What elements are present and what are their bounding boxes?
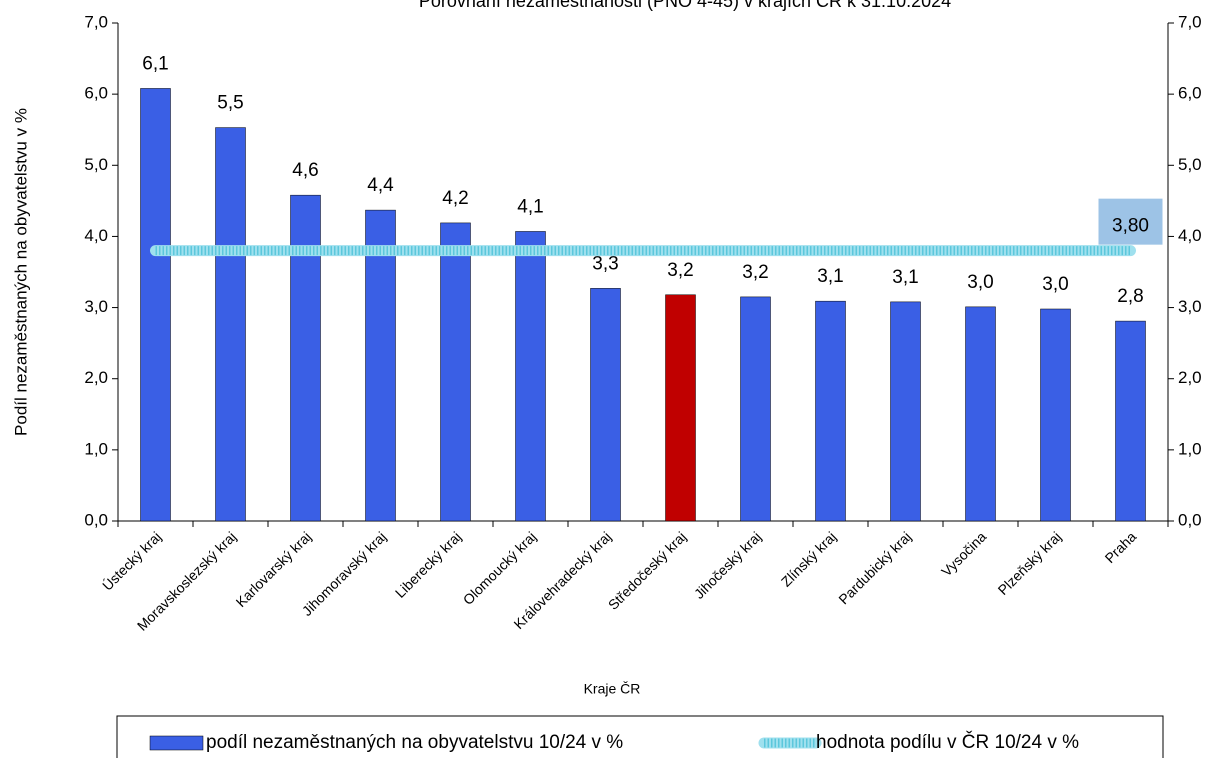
x-axis-title: Kraje ČR	[584, 681, 641, 697]
x-tick-label: Karlovarský kraj	[233, 528, 315, 610]
x-tick-label: Vysočina	[938, 528, 989, 579]
x-tick-label: Jihočeský kraj	[691, 528, 764, 601]
x-tick-label: Plzeňský kraj	[995, 528, 1065, 598]
data-label: 4,1	[517, 196, 543, 217]
y2-tick-label: 7,0	[1178, 12, 1202, 31]
bar	[740, 296, 771, 522]
y-axis-title: Podíl nezaměstnaných na obyvatelstvu v %	[11, 108, 30, 436]
data-label-box	[1098, 198, 1163, 245]
legend-box	[116, 715, 1164, 758]
data-label: 4,2	[442, 188, 468, 209]
bar	[515, 231, 546, 522]
y-tick-label: 7,0	[84, 12, 108, 31]
x-tick-label: Středočeský kraj	[605, 528, 689, 612]
y2-tick-label: 3,0	[1178, 297, 1202, 316]
y2-tick-label: 5,0	[1178, 155, 1202, 174]
bar	[965, 306, 996, 522]
x-tick-label: Jihomoravský kraj	[299, 528, 390, 619]
x-tick-label: Praha	[1102, 528, 1140, 566]
bar	[1115, 320, 1146, 522]
bar	[215, 127, 246, 522]
data-label: 3,2	[742, 262, 768, 283]
bar	[140, 88, 171, 522]
data-label: 3,2	[667, 260, 693, 281]
data-label: 3,1	[817, 266, 843, 287]
x-tick-label: Ústecký kraj	[99, 528, 164, 593]
y2-tick-label: 4,0	[1178, 226, 1202, 245]
x-tick-label: Olomoucký kraj	[460, 528, 540, 608]
data-label: 3,3	[592, 253, 618, 274]
data-label: 4,4	[367, 175, 394, 196]
bar	[440, 222, 471, 522]
bar	[290, 194, 321, 522]
chart-title: Porovnání nezaměstnanosti (PNO 4-45) v k…	[419, 0, 951, 11]
bar	[890, 301, 921, 522]
data-label: 3,0	[1042, 274, 1068, 295]
legend-label: hodnota podílu v ČR 10/24 v %	[816, 731, 1079, 753]
legend-label: podíl nezaměstnaných na obyvatelstvu 10/…	[206, 732, 623, 753]
data-label: 3,0	[967, 272, 993, 293]
y2-tick-label: 6,0	[1178, 84, 1202, 103]
data-label: 3,80	[1112, 216, 1149, 237]
y-tick-label: 4,0	[84, 226, 108, 245]
y-tick-label: 1,0	[84, 439, 108, 458]
bar	[365, 209, 396, 522]
y-tick-label: 2,0	[84, 368, 108, 387]
bar	[815, 300, 846, 522]
data-label: 3,1	[892, 267, 918, 288]
y2-tick-label: 0,0	[1178, 510, 1202, 529]
y-tick-label: 3,0	[84, 297, 108, 316]
y2-tick-label: 2,0	[1178, 368, 1202, 387]
x-tick-label: Liberecký kraj	[392, 528, 464, 600]
y-tick-label: 0,0	[84, 510, 108, 529]
x-tick-label: Pardubický kraj	[835, 528, 914, 607]
y-tick-label: 6,0	[84, 84, 108, 103]
bar	[1040, 308, 1071, 522]
data-label: 6,1	[142, 53, 168, 74]
data-label: 2,8	[1117, 286, 1143, 307]
bar	[665, 294, 696, 522]
bar	[590, 288, 621, 522]
legend-swatch	[149, 735, 204, 751]
x-tick-label: Zlínský kraj	[778, 528, 839, 589]
data-label: 4,6	[292, 160, 318, 181]
y2-tick-label: 1,0	[1178, 439, 1202, 458]
y-tick-label: 5,0	[84, 155, 108, 174]
data-label: 5,5	[217, 93, 243, 114]
